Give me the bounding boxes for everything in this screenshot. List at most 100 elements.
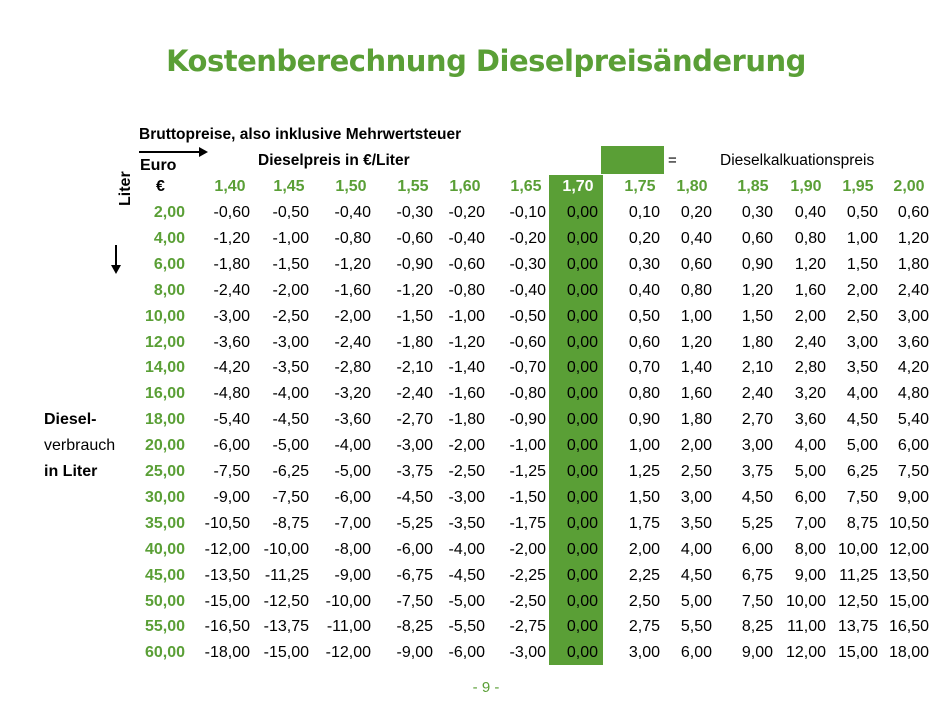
table-cell: -1,75 (509, 514, 546, 532)
table-cell: -3,00 (509, 644, 546, 662)
liter-row-label: 6,00 (153, 255, 185, 273)
liter-row-label: 12,00 (144, 333, 185, 351)
table-cell: 0,00 (566, 437, 598, 455)
table-cell: 2,40 (741, 385, 773, 403)
table-cell: 3,00 (846, 333, 878, 351)
table-cell: -6,25 (272, 463, 309, 480)
table-cell: 0,00 (566, 281, 598, 299)
table-cell: -5,00 (448, 592, 485, 610)
table-cell: 9,00 (741, 644, 773, 662)
table-cell: 0,90 (628, 411, 660, 429)
table-cell: -18,00 (204, 644, 250, 662)
table-cell: -0,50 (272, 204, 309, 221)
table-cell: -8,00 (334, 540, 371, 558)
table-cell: 15,00 (888, 592, 929, 610)
table-cell: 9,00 (794, 566, 826, 584)
table-cell: 0,40 (680, 229, 712, 247)
table-cell: -1,25 (509, 463, 546, 480)
legend-equals: = (668, 152, 677, 169)
table-cell: 6,00 (794, 488, 826, 506)
liter-row-label: 18,00 (144, 411, 185, 429)
table-cell: 5,00 (846, 437, 878, 455)
table-cell: -1,80 (448, 411, 485, 429)
table-cell: 6,25 (846, 463, 878, 480)
table-cell: -5,25 (396, 514, 433, 532)
liter-row-label: 20,00 (144, 437, 185, 455)
table-cell: -1,80 (213, 255, 250, 273)
table-cell: 1,00 (680, 307, 712, 325)
liter-vertical-label: Liter (117, 171, 134, 206)
table-cell: -3,50 (448, 514, 485, 532)
table-cell: -1,60 (448, 385, 485, 403)
liter-row-label: 50,00 (144, 592, 185, 610)
table-cell: 6,75 (741, 566, 773, 584)
table-cell: 13,50 (888, 566, 929, 584)
table-cell: 0,40 (794, 204, 826, 221)
selected-price-column-highlight (549, 175, 603, 665)
price-label: Dieselpreis in €/Liter (258, 152, 410, 169)
table-cell: -1,20 (448, 333, 485, 351)
table-cell: -9,00 (334, 566, 371, 584)
table-cell: -4,00 (448, 540, 485, 558)
table-cell: 0,60 (741, 229, 773, 247)
price-column-header: 1,95 (842, 178, 874, 195)
table-cell: -2,50 (448, 463, 485, 480)
table-cell: 0,20 (680, 204, 712, 221)
table-cell: 3,00 (628, 644, 660, 662)
table-cell: -15,00 (204, 592, 250, 610)
table-cell: -0,80 (334, 229, 371, 247)
table-cell: 0,50 (846, 204, 878, 221)
liter-row-label: 45,00 (144, 566, 185, 584)
table-cell: 7,50 (846, 488, 878, 506)
table-cell: -7,50 (396, 592, 433, 610)
table-cell: 1,75 (628, 514, 660, 532)
table-cell: 0,00 (566, 385, 598, 403)
table-cell: 0,00 (566, 204, 598, 221)
price-column-header: 1,80 (676, 178, 708, 195)
table-cell: -4,80 (213, 385, 250, 403)
table-cell: 0,00 (566, 488, 598, 506)
table-cell: -2,70 (396, 411, 433, 429)
table-cell: 2,50 (628, 592, 660, 610)
down-arrow-icon (115, 245, 117, 267)
table-cell: 0,00 (566, 411, 598, 429)
table-cell: 0,00 (566, 540, 598, 558)
table-cell: 12,50 (837, 592, 878, 610)
price-column-header: 2,00 (893, 178, 925, 195)
table-cell: 1,50 (846, 255, 878, 273)
table-cell: 6,00 (897, 437, 929, 455)
table-cell: -10,50 (204, 514, 250, 532)
table-cell: 5,40 (897, 411, 929, 429)
table-cell: 7,50 (741, 592, 773, 610)
legend-color-box (601, 146, 664, 174)
table-cell: -0,30 (509, 255, 546, 273)
table-cell: 16,50 (888, 618, 929, 636)
liter-row-label: 40,00 (144, 540, 185, 558)
table-cell: 3,50 (680, 514, 712, 532)
table-cell: -12,00 (325, 644, 371, 662)
table-cell: 3,75 (741, 463, 773, 480)
down-arrow-head-icon (111, 265, 121, 274)
table-cell: -2,00 (509, 540, 546, 558)
table-cell: 1,40 (680, 359, 712, 377)
table-cell: -8,75 (272, 514, 309, 532)
table-cell: 3,00 (741, 437, 773, 455)
table-cell: 2,80 (794, 359, 826, 377)
liter-row-label: 25,00 (144, 463, 185, 480)
table-cell: -10,00 (325, 592, 371, 610)
table-cell: -2,10 (396, 359, 433, 377)
table-cell: 1,80 (897, 255, 929, 273)
price-column-header: 1,45 (273, 178, 305, 195)
table-cell: -0,70 (509, 359, 546, 377)
table-cell: 1,60 (794, 281, 826, 299)
table-cell: 5,50 (680, 618, 712, 636)
table-cell: -6,00 (396, 540, 433, 558)
liter-row-label: 2,00 (153, 204, 185, 221)
table-cell: 12,00 (785, 644, 826, 662)
table-cell: 2,00 (680, 437, 712, 455)
liter-row-label: 35,00 (144, 514, 185, 532)
table-cell: -2,75 (509, 618, 546, 636)
table-cell: 2,40 (794, 333, 826, 351)
table-cell: -5,50 (448, 618, 485, 636)
table-cell: 10,00 (837, 540, 878, 558)
